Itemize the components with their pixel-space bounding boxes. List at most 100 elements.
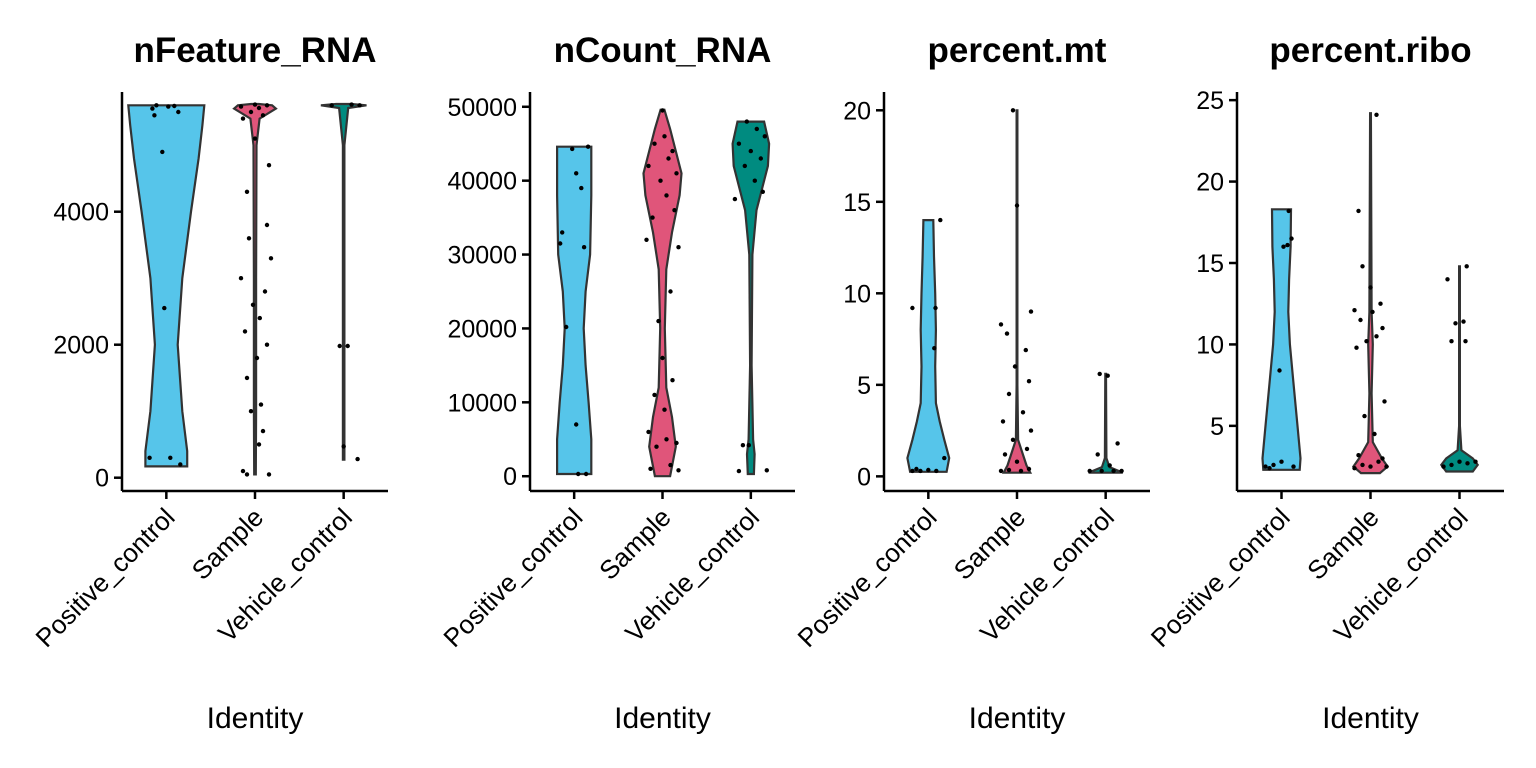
data-point bbox=[168, 455, 173, 460]
data-point bbox=[1289, 236, 1294, 241]
data-point bbox=[760, 189, 765, 194]
data-point bbox=[1107, 463, 1112, 468]
data-point bbox=[1271, 462, 1276, 468]
data-point bbox=[1449, 339, 1454, 344]
panel-title: percent.ribo bbox=[1269, 31, 1471, 70]
data-point bbox=[1020, 410, 1026, 415]
data-point bbox=[910, 468, 915, 474]
y-tick-label: 20000 bbox=[447, 315, 517, 343]
data-point bbox=[674, 440, 679, 446]
data-point bbox=[676, 468, 681, 473]
data-point bbox=[583, 471, 589, 477]
data-point bbox=[1263, 464, 1268, 469]
data-point bbox=[1360, 264, 1365, 269]
data-point bbox=[926, 467, 931, 473]
data-point bbox=[1087, 468, 1092, 474]
data-point bbox=[744, 119, 749, 124]
data-point bbox=[1368, 285, 1373, 290]
data-point bbox=[666, 156, 671, 161]
data-point bbox=[660, 108, 665, 113]
data-point bbox=[752, 178, 757, 183]
data-point bbox=[355, 456, 360, 462]
data-point bbox=[1115, 441, 1120, 446]
data-point bbox=[1360, 462, 1365, 468]
data-point bbox=[1095, 452, 1100, 457]
data-point bbox=[754, 126, 759, 132]
panel-4: percent.ribo 5 10 15 20 25 Positive_control Sam… bbox=[1145, 31, 1504, 735]
data-point bbox=[764, 468, 769, 473]
data-point bbox=[564, 324, 569, 330]
data-point bbox=[932, 346, 937, 351]
y-tick-label: 2000 bbox=[53, 332, 109, 360]
data-point bbox=[570, 146, 575, 152]
data-point bbox=[654, 444, 659, 449]
x-tick-label: Positive_control bbox=[437, 502, 588, 653]
data-point bbox=[674, 171, 679, 176]
violin-sample bbox=[1001, 109, 1033, 474]
data-point bbox=[250, 302, 256, 307]
panel-title: nFeature_RNA bbox=[133, 31, 376, 70]
data-point bbox=[746, 443, 751, 448]
data-point bbox=[1014, 203, 1020, 208]
data-point bbox=[758, 156, 763, 161]
data-point bbox=[644, 237, 649, 242]
data-point bbox=[1279, 459, 1284, 464]
violin-positive-control bbox=[1261, 208, 1302, 471]
data-point bbox=[918, 468, 923, 474]
data-point bbox=[1368, 464, 1373, 469]
y-tick-label: 25 bbox=[1196, 87, 1224, 115]
data-point bbox=[1026, 379, 1032, 384]
data-point bbox=[1024, 446, 1030, 452]
data-point bbox=[242, 329, 248, 334]
data-point bbox=[1010, 437, 1016, 442]
data-point bbox=[1352, 466, 1357, 471]
y-tick-label: 5 bbox=[1210, 413, 1224, 441]
data-point bbox=[1267, 466, 1272, 471]
data-point bbox=[579, 185, 584, 191]
data-point bbox=[268, 256, 274, 261]
data-point bbox=[240, 116, 246, 121]
data-point bbox=[337, 343, 342, 349]
data-point bbox=[660, 355, 665, 361]
data-point bbox=[1364, 339, 1369, 344]
y-tick-label: 30000 bbox=[447, 242, 517, 270]
violin-positive-control bbox=[127, 104, 206, 468]
data-point bbox=[585, 144, 591, 149]
data-point bbox=[1000, 419, 1006, 424]
data-point bbox=[574, 171, 579, 176]
data-point bbox=[166, 104, 171, 109]
data-point bbox=[656, 318, 661, 324]
data-point bbox=[1014, 459, 1020, 464]
data-point bbox=[176, 109, 181, 115]
violin-vehicle-control bbox=[1439, 265, 1480, 473]
data-point bbox=[664, 193, 669, 198]
y-tick-label: 20 bbox=[843, 97, 871, 125]
data-point bbox=[668, 289, 673, 294]
data-point bbox=[162, 305, 167, 311]
data-point bbox=[1002, 452, 1008, 457]
data-point bbox=[558, 241, 563, 246]
data-point bbox=[252, 102, 258, 107]
data-point bbox=[244, 472, 250, 477]
data-point bbox=[1473, 459, 1478, 464]
violin-sample bbox=[1351, 112, 1390, 475]
data-point bbox=[252, 136, 258, 141]
data-point bbox=[914, 466, 919, 472]
x-tick-label: Sample bbox=[186, 502, 270, 586]
y-tick-label: 0 bbox=[503, 463, 517, 491]
data-point bbox=[1281, 244, 1286, 249]
data-point bbox=[672, 208, 677, 213]
data-point bbox=[1464, 264, 1469, 269]
data-point bbox=[1362, 413, 1367, 419]
y-tick-label: 15 bbox=[1196, 250, 1224, 278]
data-point bbox=[1006, 467, 1012, 473]
data-point bbox=[652, 392, 657, 398]
data-point bbox=[1018, 468, 1024, 474]
data-point bbox=[1378, 301, 1383, 306]
x-tick-label: Sample bbox=[593, 502, 677, 586]
data-point bbox=[248, 109, 254, 115]
y-tick-label: 10000 bbox=[447, 389, 517, 417]
data-point bbox=[1006, 391, 1012, 397]
data-point bbox=[264, 222, 270, 228]
data-point bbox=[910, 305, 915, 311]
